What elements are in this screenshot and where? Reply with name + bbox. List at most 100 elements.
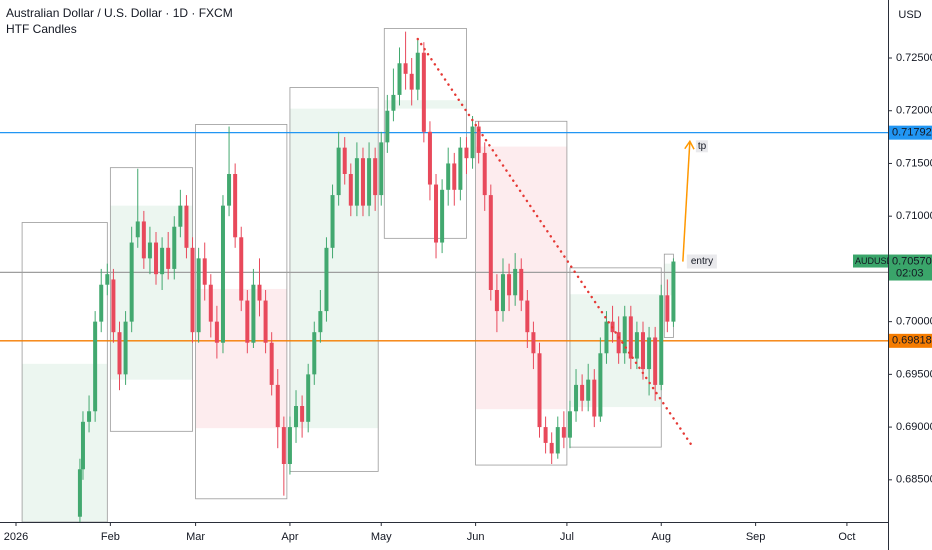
candle-body bbox=[482, 152, 487, 196]
candle-body bbox=[592, 379, 597, 417]
symbol-tag-label: AUDUSD bbox=[855, 256, 894, 266]
candle-body bbox=[415, 52, 420, 90]
htf-range bbox=[475, 120, 568, 466]
candle-body bbox=[208, 284, 213, 322]
candle-body bbox=[306, 374, 311, 422]
candle-body bbox=[598, 353, 603, 417]
candle-body bbox=[604, 321, 609, 354]
x-tick-label: Feb bbox=[101, 531, 120, 543]
candle-body bbox=[77, 469, 82, 517]
candle-body bbox=[251, 284, 256, 343]
htf-range bbox=[195, 124, 288, 500]
candle-body bbox=[330, 195, 335, 248]
entry-label: entry bbox=[691, 256, 713, 267]
x-tick-label: Sep bbox=[746, 531, 766, 543]
price-level-tag bbox=[889, 333, 932, 348]
candle-body bbox=[166, 247, 171, 269]
candle-body bbox=[160, 247, 165, 275]
candle-body bbox=[385, 110, 390, 143]
candle-body bbox=[628, 316, 633, 359]
candle-body bbox=[427, 131, 432, 185]
candle-body bbox=[616, 332, 621, 354]
candle-body bbox=[184, 205, 189, 248]
overlay: 0.725000.720000.715000.710000.705000.700… bbox=[4, 52, 932, 543]
candle-body bbox=[281, 427, 286, 464]
candle-body bbox=[622, 316, 627, 354]
candle-body bbox=[647, 337, 652, 370]
x-tick-label: Aug bbox=[651, 531, 671, 543]
candle-body bbox=[555, 427, 560, 454]
candle-body bbox=[129, 242, 134, 322]
candle-body bbox=[294, 406, 299, 428]
candle-body bbox=[147, 242, 152, 259]
candle-body bbox=[671, 261, 676, 322]
candle-body bbox=[513, 268, 518, 296]
candle-body bbox=[397, 63, 402, 95]
chart-title: Australian Dollar / U.S. Dollar · 1D · F… bbox=[6, 6, 233, 20]
candle-body bbox=[300, 406, 305, 422]
y-tick-label: 0.70000 bbox=[896, 316, 932, 328]
y-tick-label: 0.69500 bbox=[896, 368, 932, 380]
candle-body bbox=[172, 226, 177, 269]
candle-body bbox=[567, 411, 572, 438]
last-price-label: 0.70570 bbox=[892, 255, 932, 267]
x-tick-label: Oct bbox=[838, 531, 855, 543]
countdown-label: 02:03 bbox=[896, 267, 924, 279]
x-tick-label: Mar bbox=[186, 531, 205, 543]
htf-range bbox=[21, 222, 108, 522]
candle-body bbox=[99, 284, 104, 322]
candle-body bbox=[312, 332, 317, 375]
candle-body bbox=[549, 442, 554, 454]
candle-body bbox=[105, 274, 110, 285]
candle-body bbox=[263, 300, 268, 343]
candle-body bbox=[196, 258, 201, 333]
candle-body bbox=[342, 147, 347, 174]
tp-label: tp bbox=[698, 141, 707, 152]
candle-body bbox=[233, 174, 238, 238]
candle-body bbox=[245, 300, 250, 343]
target-arrow bbox=[682, 141, 691, 262]
currency-label[interactable]: USD bbox=[898, 9, 921, 21]
candle-body bbox=[488, 195, 493, 290]
htf-range bbox=[289, 87, 379, 472]
candle-body bbox=[87, 411, 92, 422]
candle-body bbox=[659, 295, 664, 385]
candle-body bbox=[531, 332, 536, 354]
plot-area: tp entry bbox=[0, 28, 888, 522]
candle-body bbox=[452, 163, 457, 190]
candle-body bbox=[318, 311, 323, 333]
candle-body bbox=[324, 247, 329, 312]
chart-subtitle: HTF Candles bbox=[6, 22, 77, 36]
candle-body bbox=[464, 147, 469, 159]
candle-body bbox=[367, 158, 372, 206]
candle-body bbox=[586, 379, 591, 401]
candle-body bbox=[507, 274, 512, 296]
x-tick-label: 2026 bbox=[4, 531, 28, 543]
x-tick-label: Jun bbox=[467, 531, 485, 543]
htf-body bbox=[289, 108, 379, 429]
candle-body bbox=[373, 158, 378, 196]
candle-body bbox=[348, 174, 353, 206]
candle-body bbox=[141, 221, 146, 259]
candle-body bbox=[434, 184, 439, 243]
candle-body bbox=[239, 237, 244, 301]
candle-body bbox=[537, 353, 542, 428]
candle-body bbox=[220, 205, 225, 343]
candle-body bbox=[391, 94, 396, 111]
entry-label-bg bbox=[686, 254, 717, 269]
y-tick-label: 0.69000 bbox=[896, 421, 932, 433]
candle-body bbox=[190, 247, 195, 333]
candle-body bbox=[214, 321, 219, 343]
price-level-tag bbox=[889, 125, 932, 140]
candle-body bbox=[470, 126, 475, 159]
candle-body bbox=[458, 147, 463, 190]
htf-body bbox=[22, 363, 108, 522]
candle-body bbox=[543, 427, 548, 443]
candle-body bbox=[80, 421, 85, 470]
candle-body bbox=[269, 342, 274, 385]
candle-body bbox=[379, 142, 384, 196]
y-tick-label: 0.72500 bbox=[896, 52, 932, 64]
